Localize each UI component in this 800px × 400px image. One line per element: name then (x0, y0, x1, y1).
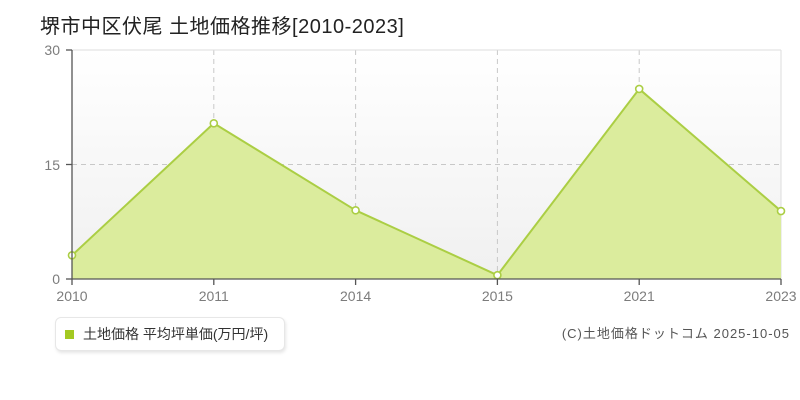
legend-label: 土地価格 平均坪単価(万円/坪) (83, 326, 269, 342)
y-axis-tick-label: 15 (44, 156, 60, 173)
x-axis-tick-label: 2014 (340, 288, 372, 304)
x-axis-tick-label: 2023 (765, 288, 797, 304)
copyright-text: (C)土地価格ドットコム 2025-10-05 (561, 326, 790, 341)
y-axis-tick-label: 30 (44, 42, 60, 58)
x-axis-tick-label: 2010 (56, 288, 88, 304)
data-point-marker (209, 118, 219, 128)
x-axis-tick-label: 2021 (623, 288, 655, 304)
legend-marker-icon (65, 329, 74, 339)
x-axis-tick-label: 2015 (481, 288, 513, 304)
trend-line (71, 87, 782, 277)
data-point-marker (493, 270, 502, 280)
area-chart-canvas (66, 49, 786, 285)
legend: 土地価格 平均坪単価(万円/坪) (55, 317, 286, 351)
y-axis-tick-label: 0 (52, 271, 60, 287)
data-point-marker (776, 206, 786, 216)
x-axis-tick-label: 2011 (198, 288, 229, 304)
chart-title: 堺市中区伏尾 土地価格推移[2010-2023] (40, 16, 405, 38)
data-point-marker (634, 84, 644, 94)
data-point-marker (351, 206, 360, 215)
